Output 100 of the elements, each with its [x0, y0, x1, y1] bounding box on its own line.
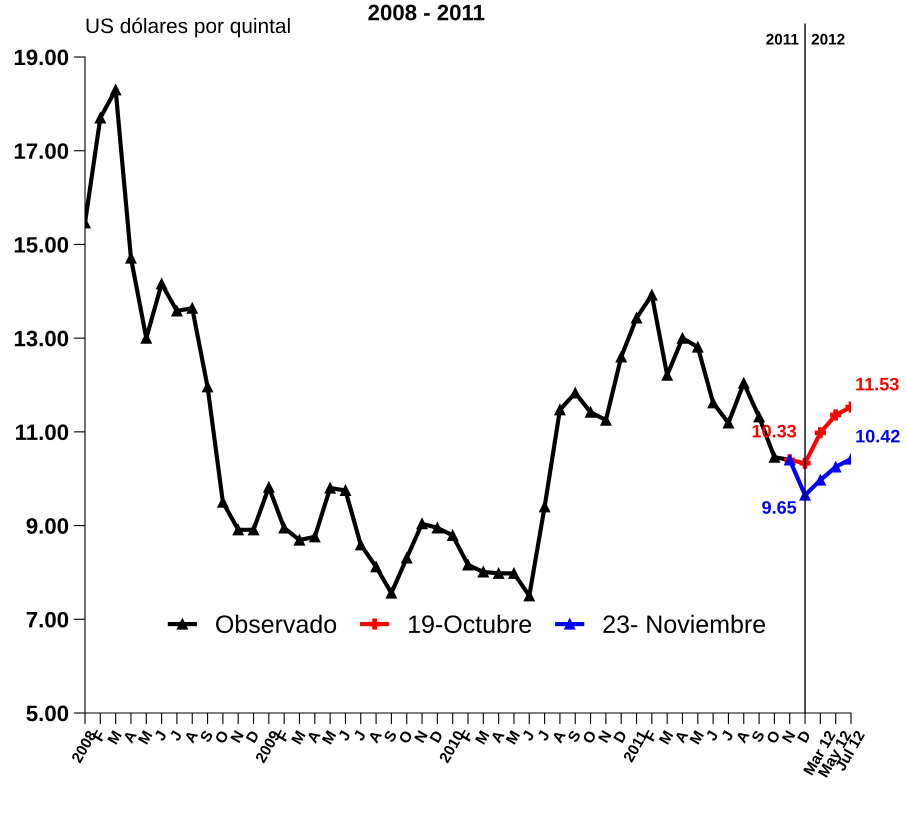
point [156, 278, 168, 290]
x-tick-label: J [169, 730, 182, 742]
point [355, 539, 366, 550]
point [722, 417, 734, 429]
x-tick-label: A [552, 730, 566, 744]
x-tick-label: J [536, 730, 550, 742]
legend-label: Observado [216, 614, 336, 634]
x-tick-label: N [782, 730, 796, 744]
x-tick-label: J [705, 730, 718, 742]
text: 2012 [812, 34, 845, 45]
x-tick-label: M [474, 730, 490, 745]
data-label: 11.53 [856, 378, 899, 391]
legend-label: 19-Octubre [409, 614, 532, 634]
point [799, 458, 811, 469]
x-tick-label: D [246, 730, 260, 744]
x-tick-label: J [338, 730, 351, 742]
point [401, 552, 412, 564]
x-tick-label: M [689, 730, 704, 745]
y-tick-label: 13.00 [14, 330, 68, 346]
y-tick-label: 17.00 [14, 143, 68, 159]
point [462, 559, 474, 570]
point [600, 414, 612, 426]
point [386, 587, 397, 599]
y-tick-label: 9.00 [26, 518, 68, 534]
x-tick-label: N [598, 730, 612, 744]
point [754, 411, 765, 422]
x-tick-label: S [567, 730, 582, 744]
x-tick-label: A [490, 730, 505, 744]
point [554, 404, 566, 416]
x-tick-label: M [658, 730, 674, 745]
point [585, 406, 596, 418]
point [676, 332, 688, 344]
point [646, 289, 658, 301]
x-tick-label: A [184, 730, 198, 744]
point [738, 378, 750, 389]
point [309, 531, 320, 542]
point [294, 534, 306, 546]
x-tick-label: J [353, 730, 366, 742]
y-tick-label: 7.00 [26, 612, 68, 628]
point [447, 530, 458, 541]
point [110, 84, 122, 96]
x-tick-label: S [383, 730, 398, 744]
point [263, 482, 274, 493]
x-tick-label: A [368, 730, 382, 744]
point [768, 452, 780, 463]
x-tick-label: N [230, 730, 244, 744]
x-tick-label: M [506, 730, 520, 745]
x-tick-label: M [107, 730, 122, 745]
x-tick-label: O [398, 730, 413, 744]
x-tick-label: J [522, 730, 534, 742]
x-tick-label: A [306, 730, 321, 744]
point [94, 112, 106, 124]
x-tick-label: S [750, 730, 765, 744]
point [171, 305, 182, 317]
point [830, 409, 842, 421]
x-tick-label: A [736, 730, 750, 744]
point [570, 387, 581, 399]
data-label: 10.42 [856, 430, 900, 443]
point [370, 561, 382, 572]
x-tick-label: O [582, 730, 597, 744]
x-tick-label: M [322, 730, 336, 745]
text: 2011 [766, 34, 798, 45]
point [708, 397, 719, 408]
point [432, 522, 443, 534]
point [217, 496, 228, 508]
x-tick-label: D [613, 730, 628, 744]
x-tick-label: D [797, 730, 811, 744]
x-tick-label: O [766, 730, 781, 744]
y-tick-label: 19.00 [14, 50, 68, 66]
chart-title: 2008 - 2011 [368, 4, 484, 20]
point [248, 524, 260, 536]
point [416, 518, 428, 530]
x-tick-label: D [429, 730, 444, 744]
point [324, 482, 336, 494]
x-tick-label: A [122, 730, 137, 744]
legend-label: 23- Noviembre [603, 614, 766, 634]
y-tick-label: 15.00 [14, 236, 68, 253]
x-tick-label: J [154, 730, 167, 742]
point [630, 312, 642, 324]
x-tick-label: J [720, 730, 734, 742]
x-tick-label: M [291, 730, 306, 745]
point [692, 341, 704, 353]
point [186, 302, 198, 314]
point [478, 566, 489, 578]
point [539, 501, 550, 512]
x-tick-label: M [138, 730, 152, 745]
x-tick-label: N [414, 730, 428, 744]
point [616, 351, 627, 362]
y-tick-label: 5.00 [26, 706, 68, 722]
x-tick-label: S [199, 730, 214, 744]
point [814, 427, 826, 438]
data-label: 9.65 [762, 501, 796, 514]
x-tick-label: A [674, 730, 688, 744]
point [508, 568, 520, 579]
point [493, 568, 504, 579]
point [340, 484, 351, 496]
x-tick-label: O [214, 730, 230, 744]
y-tick-label: 11.00 [16, 424, 68, 440]
y-axis-title: US dólares por quintal [86, 18, 290, 38]
point [202, 381, 214, 392]
